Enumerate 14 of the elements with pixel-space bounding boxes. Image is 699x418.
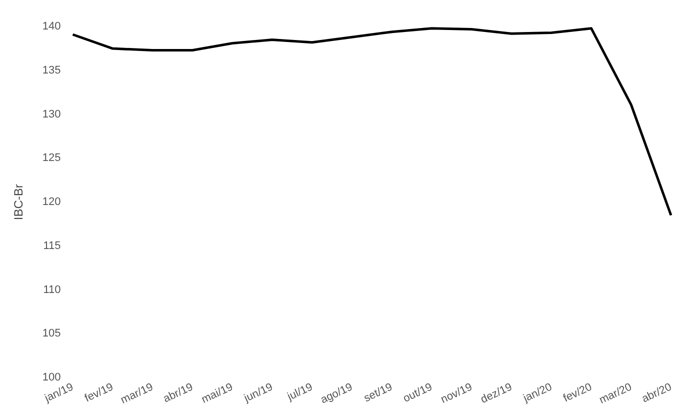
x-tick-label: out/19	[401, 381, 434, 405]
y-tick-label: 115	[43, 240, 61, 252]
y-tick-label: 130	[42, 108, 61, 120]
y-tick-label: 135	[42, 64, 61, 76]
y-tick-label: 105	[42, 328, 61, 340]
x-tick-label: set/19	[362, 381, 394, 405]
y-tick-label: 140	[42, 20, 61, 33]
y-tick-label: 100	[42, 372, 61, 384]
y-axis-title: IBC-Br	[12, 184, 26, 220]
x-tick-label: fev/19	[82, 381, 116, 405]
y-tick-label: 125	[42, 152, 61, 164]
y-tick-label: 120	[42, 196, 61, 208]
x-tick-label: fev/20	[562, 381, 594, 405]
y-tick-label: 110	[43, 284, 61, 296]
